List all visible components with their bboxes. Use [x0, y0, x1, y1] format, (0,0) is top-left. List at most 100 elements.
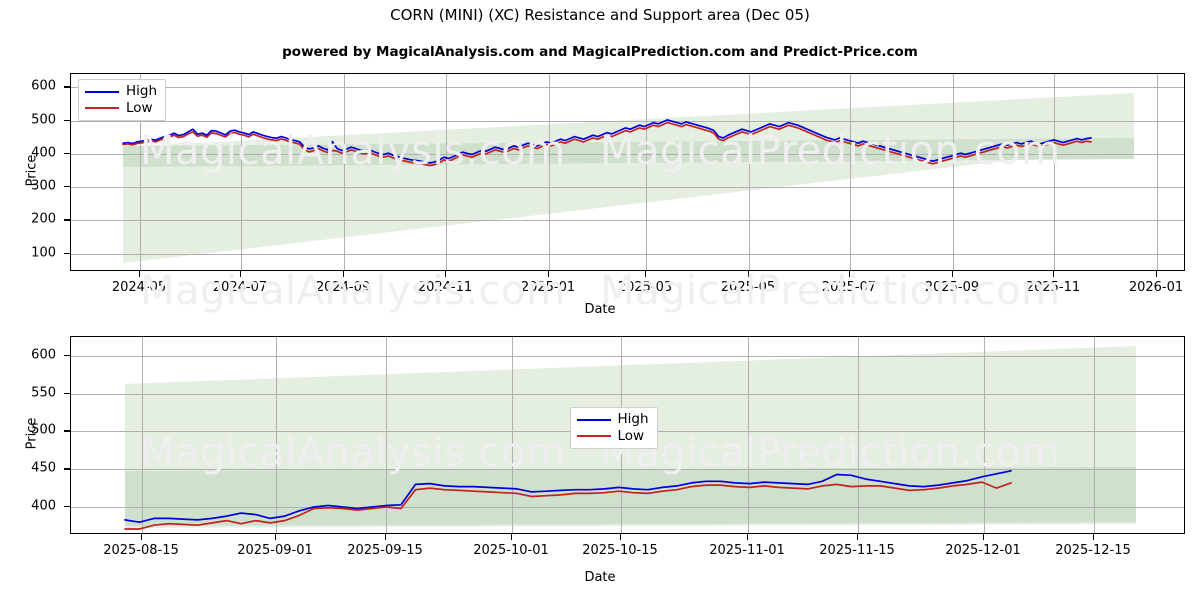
- bottom-xtick-label-3: 2025-10-01: [473, 543, 549, 558]
- top-gridline-y-4: [71, 120, 1184, 122]
- top-gridline-y-0: [71, 253, 1184, 255]
- bottom-xtick-label-6: 2025-11-15: [819, 543, 895, 558]
- top-xtick-label-3: 2024-11: [417, 280, 473, 295]
- bottom-xtick-mark-3: [511, 534, 513, 540]
- top-legend-label-high: High: [126, 83, 158, 99]
- top-ytick-label-1: 200: [31, 211, 56, 227]
- bottom-gridline-y-1: [71, 469, 1184, 471]
- top-xtick-label-1: 2024-07: [212, 280, 268, 295]
- bottom-legend-label-high: High: [617, 411, 649, 427]
- top-xtick-label-5: 2025-03: [617, 280, 673, 295]
- top-ytick-mark-1: [64, 219, 70, 221]
- bottom-xtick-label-5: 2025-11-01: [709, 543, 785, 558]
- bottom-xtick-mark-4: [620, 534, 622, 540]
- bottom-series-layer: [124, 469, 1012, 530]
- bottom-gridline-x-0: [142, 337, 143, 533]
- top-xtick-mark-5: [645, 271, 647, 277]
- top-xtick-label-9: 2025-11: [1025, 280, 1081, 295]
- top-xtick-mark-0: [139, 271, 141, 277]
- bottom-gridline-y-3: [71, 393, 1184, 395]
- top-xtick-mark-1: [240, 271, 242, 277]
- top-ytick-label-4: 500: [31, 112, 56, 128]
- top-gridline-x-9: [1054, 74, 1055, 270]
- top-gridline-x-2: [344, 74, 345, 270]
- bottom-gridline-y-0: [71, 507, 1184, 509]
- bottom-xtick-mark-5: [747, 534, 749, 540]
- top-xtick-label-8: 2025-09: [924, 280, 980, 295]
- top-gridline-y-1: [71, 220, 1184, 222]
- top-ytick-mark-0: [64, 252, 70, 254]
- bottom-gridline-x-5: [748, 337, 749, 533]
- bottom-gridline-x-1: [276, 337, 277, 533]
- bottom-ytick-label-0: 400: [31, 498, 56, 514]
- bottom-ytick-label-4: 600: [31, 347, 56, 363]
- top-series-layer: [122, 119, 1092, 167]
- top-ytick-mark-5: [64, 86, 70, 88]
- bottom-xtick-mark-2: [385, 534, 387, 540]
- bottom-legend-row-low: Low: [576, 427, 649, 444]
- bottom-series-low: [124, 481, 1012, 530]
- top-series-high: [122, 119, 1092, 164]
- bottom-legend-row-high: High: [576, 411, 649, 427]
- bottom-legend-swatch-low: [576, 435, 611, 438]
- top-series-low: [122, 121, 1092, 167]
- bottom-gridline-x-3: [512, 337, 513, 533]
- top-ytick-mark-3: [64, 152, 70, 155]
- top-xtick-label-10: 2026-01: [1128, 280, 1184, 295]
- top-gridline-x-6: [749, 74, 750, 270]
- top-xtick-label-7: 2025-07: [821, 280, 877, 295]
- bottom-xtick-label-4: 2025-10-15: [582, 543, 658, 558]
- bottom-gridline-x-7: [984, 337, 985, 533]
- bottom-xtick-label-2: 2025-09-15: [347, 543, 423, 558]
- top-legend-row-high: High: [85, 83, 158, 99]
- bottom-xtick-mark-8: [1093, 534, 1095, 540]
- bottom-series-high: [124, 469, 1012, 524]
- top-xtick-label-2: 2024-09: [315, 280, 371, 295]
- top-xtick-label-0: 2024-05: [111, 280, 167, 295]
- bottom-ytick-label-2: 500: [31, 422, 56, 438]
- top-legend-swatch-low: [85, 107, 119, 110]
- bottom-ytick-mark-0: [64, 506, 70, 508]
- bottom-ytick-mark-4: [64, 354, 70, 357]
- top-xtick-mark-4: [548, 271, 550, 277]
- bottom-xtick-mark-7: [983, 534, 985, 540]
- bottom-ytick-mark-1: [64, 468, 70, 470]
- top-xtick-mark-7: [849, 271, 851, 277]
- top-band-resistance-zone: [123, 138, 1134, 167]
- bottom-xtick-label-1: 2025-09-01: [237, 543, 313, 558]
- top-gridline-x-5: [646, 74, 647, 270]
- top-ytick-label-0: 100: [31, 245, 56, 261]
- top-ytick-mark-2: [64, 186, 70, 188]
- top-gridline-x-0: [140, 74, 141, 270]
- bottom-xtick-label-7: 2025-12-01: [945, 543, 1021, 558]
- bottom-ytick-label-1: 450: [31, 460, 56, 476]
- bottom-gridline-x-6: [858, 337, 859, 533]
- top-gridline-x-7: [850, 74, 851, 270]
- page-subtitle: powered by MagicalAnalysis.com and Magic…: [282, 44, 918, 60]
- bottom-ytick-label-3: 550: [31, 385, 56, 401]
- top-legend-row-low: Low: [85, 101, 157, 116]
- top-xtick-mark-9: [1053, 271, 1055, 277]
- top-ytick-mark-4: [64, 119, 70, 121]
- top-xtick-mark-2: [343, 271, 345, 277]
- top-xtick-label-4: 2025-01: [520, 280, 576, 295]
- top-plot-area: [70, 73, 1185, 271]
- bottom-xtick-mark-6: [857, 534, 859, 540]
- top-gridline-x-1: [241, 74, 242, 270]
- bottom-xtick-label-8: 2025-12-15: [1055, 543, 1131, 558]
- top-ytick-label-5: 600: [31, 78, 56, 94]
- top-gridline-x-3: [446, 74, 447, 270]
- top-chart-panel: [70, 73, 1185, 271]
- top-gridline-y-2: [71, 187, 1184, 189]
- top-xtick-mark-3: [445, 271, 447, 277]
- top-xtick-mark-10: [1156, 271, 1158, 277]
- top-gridline-x-4: [549, 74, 550, 270]
- bottom-legend-label-low: Low: [617, 427, 645, 444]
- bottom-gridline-x-2: [386, 337, 387, 533]
- top-gridline-y-5: [71, 87, 1184, 89]
- bottom-x-axis-title: Date: [584, 570, 616, 585]
- top-gridline-x-8: [953, 74, 954, 270]
- bottom-legend: High Low: [569, 407, 658, 449]
- top-xtick-mark-8: [952, 271, 954, 277]
